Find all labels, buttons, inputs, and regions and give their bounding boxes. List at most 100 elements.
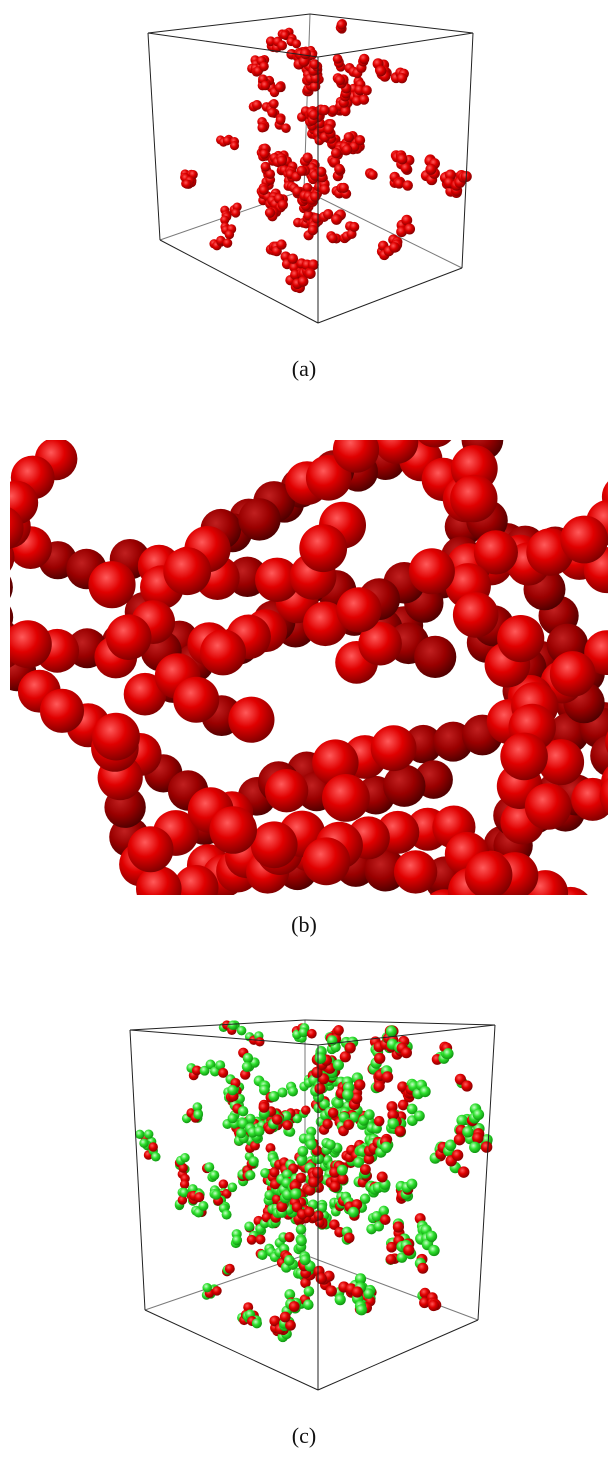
red-particle xyxy=(155,953,201,999)
cube-edge xyxy=(318,33,473,57)
green-particle xyxy=(135,1130,144,1139)
red-particle xyxy=(194,1192,204,1202)
red-particle xyxy=(160,1016,200,1056)
green-particle xyxy=(227,1085,237,1095)
red-particle xyxy=(349,222,359,232)
red-particle xyxy=(513,1030,555,1072)
red-particle xyxy=(259,149,269,159)
red-particle xyxy=(257,123,267,133)
red-particle xyxy=(231,208,240,217)
red-particle xyxy=(506,969,553,1016)
red-particle xyxy=(297,166,307,176)
green-particle xyxy=(406,1179,417,1190)
red-particle xyxy=(309,110,319,120)
red-particle xyxy=(302,837,350,885)
red-particle xyxy=(16,995,59,1038)
red-particle xyxy=(393,1221,404,1232)
red-particle xyxy=(336,587,381,632)
panel-a-image xyxy=(148,14,473,323)
green-particle xyxy=(300,1254,311,1265)
red-particle xyxy=(278,200,288,210)
red-particle xyxy=(0,566,13,608)
red-particle xyxy=(219,1179,229,1189)
red-particle xyxy=(362,85,372,95)
red-particle xyxy=(267,108,277,118)
red-particle xyxy=(375,420,419,464)
red-particle xyxy=(173,677,219,723)
red-particle xyxy=(417,947,463,993)
cube-edge xyxy=(318,1320,478,1390)
red-particle xyxy=(386,1254,397,1265)
red-particle xyxy=(269,99,279,109)
red-particle xyxy=(272,1114,283,1125)
red-particle xyxy=(374,1116,385,1127)
red-particle xyxy=(354,1079,365,1090)
red-particle xyxy=(97,957,143,1003)
red-particle xyxy=(389,242,400,253)
red-particle xyxy=(0,1018,38,1059)
green-particle xyxy=(290,1188,301,1199)
red-particle xyxy=(425,164,436,175)
red-particle xyxy=(225,1264,235,1274)
red-particle xyxy=(334,1025,344,1035)
red-particle xyxy=(452,1150,463,1161)
red-particle xyxy=(342,144,352,154)
cube-edge xyxy=(310,14,473,33)
green-particle xyxy=(228,1182,238,1192)
red-particle xyxy=(238,498,280,540)
red-particle xyxy=(465,851,513,899)
page: (a) (b) (c) (() => { const data = JSON.p… xyxy=(0,0,608,1461)
red-particle xyxy=(275,82,285,92)
green-particle xyxy=(249,1156,259,1166)
red-particle xyxy=(106,614,152,660)
green-particle xyxy=(236,1128,246,1138)
caption: (b) xyxy=(291,912,317,937)
red-particle xyxy=(373,1081,384,1092)
red-particle xyxy=(352,402,395,445)
red-particle xyxy=(182,179,191,188)
cube-edge xyxy=(148,33,160,240)
red-particle xyxy=(403,1244,414,1255)
green-particle xyxy=(414,1111,425,1122)
red-particle xyxy=(333,427,379,473)
red-particle xyxy=(322,1119,332,1129)
red-particle xyxy=(136,866,182,912)
green-particle xyxy=(303,1299,314,1310)
red-particle xyxy=(414,636,456,678)
red-particle xyxy=(417,1263,428,1274)
red-particle xyxy=(409,548,455,594)
red-particle xyxy=(292,39,301,48)
red-particle xyxy=(259,1102,270,1113)
red-particle xyxy=(319,184,329,194)
red-particle xyxy=(316,1273,327,1284)
green-particle xyxy=(315,1053,326,1064)
green-particle xyxy=(348,1207,359,1218)
green-particle xyxy=(296,1236,307,1247)
red-particle xyxy=(0,493,3,535)
red-particle xyxy=(277,41,287,51)
red-particle xyxy=(450,475,497,522)
red-particle xyxy=(330,1181,341,1192)
red-particle xyxy=(40,689,84,733)
green-particle xyxy=(284,1255,295,1266)
red-particle xyxy=(314,1083,325,1094)
green-particle xyxy=(198,1201,208,1211)
red-particle xyxy=(289,1301,300,1312)
cube-edge xyxy=(130,1030,318,1045)
green-particle xyxy=(426,1231,437,1242)
green-particle xyxy=(296,1155,306,1165)
red-particle xyxy=(359,94,369,104)
red-particle xyxy=(326,1285,337,1296)
green-particle xyxy=(269,1091,280,1102)
red-particle xyxy=(4,620,52,668)
red-particle xyxy=(397,73,407,83)
red-particle xyxy=(436,384,478,426)
green-particle xyxy=(252,1318,262,1328)
green-particle xyxy=(211,1190,221,1200)
cube-edge xyxy=(130,1030,145,1310)
red-particle xyxy=(438,901,479,942)
green-particle xyxy=(245,1170,255,1180)
red-particle xyxy=(0,1067,4,1108)
red-particle xyxy=(148,1142,157,1151)
green-particle xyxy=(356,1304,367,1315)
